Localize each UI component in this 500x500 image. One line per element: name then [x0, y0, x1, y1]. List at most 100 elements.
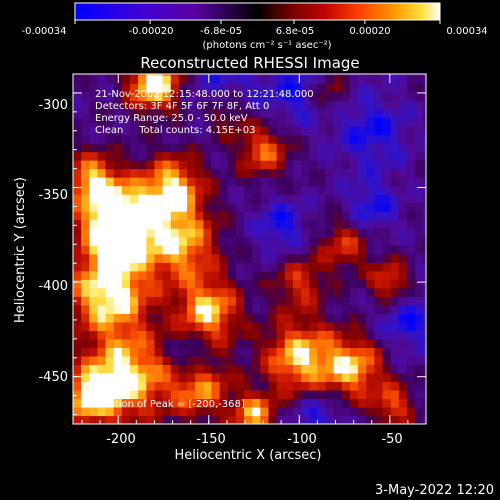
heatmap-cell [81, 389, 90, 400]
heatmap-cell [89, 296, 99, 306]
heatmap-cell [309, 398, 318, 408]
heatmap-cell [292, 372, 302, 383]
heatmap-cell [252, 83, 261, 93]
heatmap-cell [235, 287, 245, 297]
heatmap-cell [195, 330, 204, 340]
heatmap-cell [284, 262, 294, 272]
heatmap-cell [113, 347, 123, 357]
heatmap-cell [325, 355, 335, 365]
heatmap-cell [292, 185, 302, 195]
heatmap-cell [154, 211, 164, 221]
heatmap-cell [415, 330, 424, 340]
heatmap-cell [366, 338, 376, 348]
heatmap-cell [81, 185, 90, 195]
heatmap-cell [301, 177, 310, 187]
heatmap-cell [366, 109, 376, 119]
heatmap-cell [146, 74, 156, 85]
heatmap-cell [81, 151, 90, 161]
heatmap-cell [333, 151, 343, 161]
heatmap-cell [187, 253, 196, 263]
heatmap-cell [374, 270, 384, 280]
heatmap-cell [341, 406, 351, 417]
heatmap-cell [325, 202, 335, 212]
heatmap-cell [187, 304, 196, 314]
heatmap-cell [195, 151, 204, 161]
heatmap-cell [105, 194, 115, 204]
heatmap-cell [374, 279, 384, 289]
heatmap-cell [374, 202, 384, 212]
heatmap-cell [268, 364, 278, 374]
heatmap-cell [317, 211, 327, 221]
heatmap-cell [162, 381, 172, 391]
heatmap-cell [292, 228, 302, 238]
heatmap-cell [415, 126, 424, 136]
heatmap-cell [138, 126, 147, 136]
heatmap-cell [301, 270, 310, 280]
heatmap-cell [309, 126, 318, 136]
heatmap-cell [284, 74, 294, 85]
heatmap-cell [406, 194, 416, 204]
heatmap-cell [349, 347, 359, 357]
heatmap-cell [81, 219, 90, 229]
heatmap-cell [235, 338, 245, 348]
heatmap-cell [113, 287, 123, 297]
heatmap-cell [390, 287, 400, 297]
heatmap-cell [130, 134, 139, 144]
heatmap-cell [105, 279, 115, 289]
heatmap-cell [341, 74, 351, 76]
heatmap-cell [97, 389, 107, 400]
heatmap-cell [349, 313, 359, 323]
annotation-time-range: 21-Nov-2002 12:15:48.000 to 12:21:48.000 [95, 89, 314, 100]
heatmap-cell [317, 194, 327, 204]
heatmap-cell [81, 321, 90, 331]
heatmap-cell [244, 74, 253, 85]
heatmap-cell [187, 109, 196, 119]
heatmap-cell [252, 151, 261, 161]
heatmap-cell [341, 262, 351, 272]
heatmap-cell [309, 109, 318, 119]
heatmap-cell [268, 83, 278, 93]
heatmap-cell [398, 330, 408, 340]
heatmap-cell [203, 372, 213, 383]
heatmap-cell [195, 262, 204, 272]
heatmap-cell [154, 168, 164, 178]
heatmap-cell [146, 202, 156, 212]
heatmap-cell [154, 304, 164, 314]
heatmap-cell [195, 83, 204, 93]
heatmap-cell [366, 415, 376, 424]
heatmap-cell [162, 219, 172, 229]
heatmap-cell [195, 381, 204, 391]
heatmap-cell [227, 330, 237, 340]
heatmap-cell [358, 83, 367, 93]
heatmap-cell [406, 74, 416, 76]
heatmap-cell [154, 219, 164, 229]
heatmap-cell [333, 355, 343, 365]
heatmap-cell [203, 160, 213, 170]
heatmap-cell [398, 134, 408, 144]
heatmap-cell [138, 211, 147, 221]
heatmap-cell [423, 321, 426, 331]
heatmap-cell [81, 100, 90, 110]
heatmap-cell [284, 338, 294, 348]
heatmap-cell [235, 160, 245, 170]
heatmap-cell [170, 296, 180, 306]
heatmap-cell [227, 134, 237, 144]
heatmap-cell [268, 228, 278, 238]
heatmap-cell [366, 330, 376, 340]
heatmap-cell [211, 126, 221, 136]
heatmap-cell [138, 236, 147, 246]
heatmap-cell [146, 126, 156, 136]
heatmap-cell [146, 100, 156, 110]
heatmap-cell [382, 160, 392, 170]
heatmap-cell [390, 279, 400, 289]
heatmap-cell [187, 296, 196, 306]
heatmap-cell [211, 321, 221, 331]
heatmap-cell [317, 389, 327, 400]
heatmap-cell [154, 338, 164, 348]
heatmap-cell [81, 279, 90, 289]
heatmap-cell [178, 262, 188, 272]
heatmap-cell [211, 406, 221, 417]
heatmap-cell [211, 287, 221, 297]
colorbar-units-label: (photons cm⁻² s⁻¹ asec⁻²) [202, 40, 331, 51]
heatmap-cell [244, 381, 253, 391]
